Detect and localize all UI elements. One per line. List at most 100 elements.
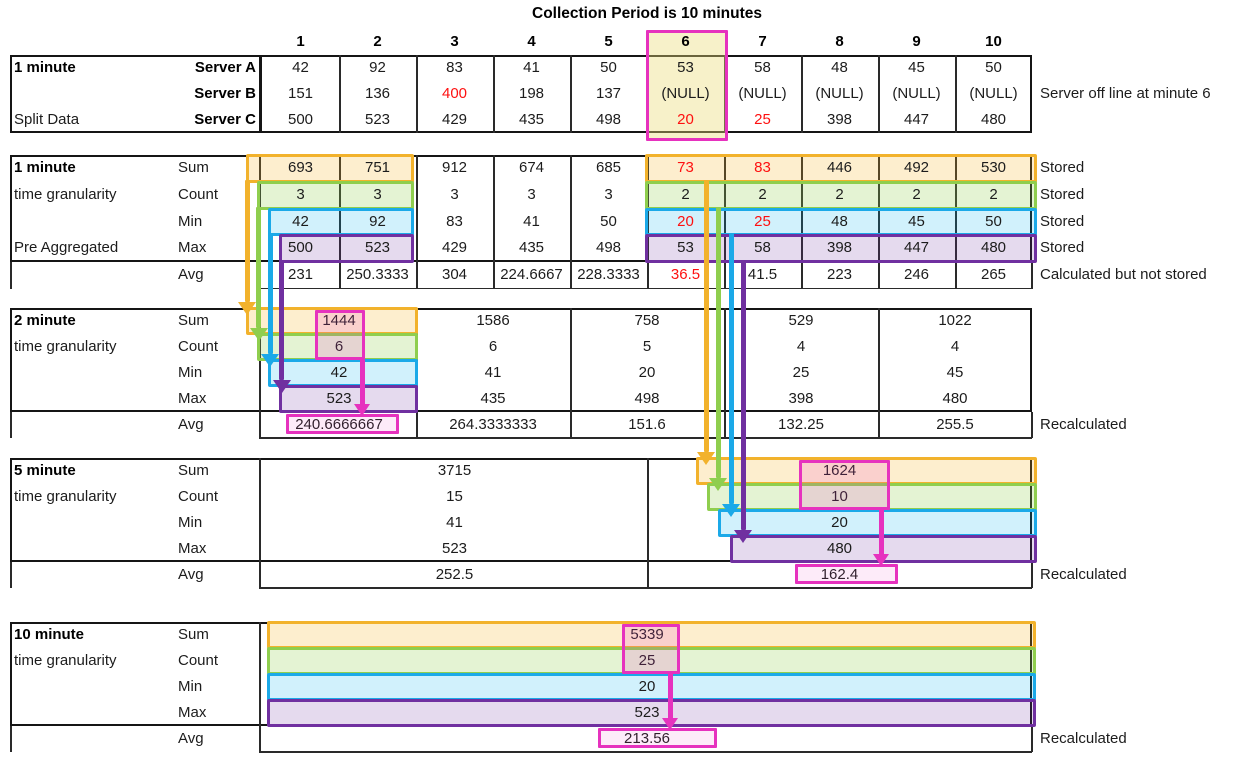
cell-value: 83: [754, 159, 771, 176]
min-flow-arrow-head: [261, 354, 279, 367]
avg-column-gridline: [878, 412, 880, 438]
cell-value: 213.56: [624, 730, 670, 747]
cell-value: (NULL): [815, 85, 864, 102]
min-flow-arrow-line: [267, 233, 273, 354]
row-note: Stored: [1040, 239, 1085, 257]
cell-value: 4: [950, 338, 960, 355]
avg-column-gridline: [416, 412, 418, 438]
row-label: Server C: [194, 111, 256, 128]
cell-value: 523: [364, 239, 391, 257]
table-subtitle: time granularity: [14, 652, 117, 669]
row-label: Sum: [178, 312, 209, 329]
row-label: Avg: [178, 266, 204, 283]
sum-flow-arrow-head: [697, 452, 715, 465]
column-gridline: [493, 55, 495, 133]
cell-value: 83: [446, 212, 463, 230]
cell-value: 1022: [938, 312, 972, 329]
table-subtitle: Split Data: [14, 111, 80, 128]
avg-flow-arrow-head: [873, 554, 889, 566]
cell-value: (NULL): [738, 85, 787, 102]
avg-column-gridline: [647, 562, 649, 588]
table-title: 10 minute: [14, 626, 85, 643]
cell-value: 2: [912, 185, 921, 203]
cell-value: 41.5: [747, 266, 778, 283]
cell-value: 480: [980, 111, 1007, 128]
cell-value: 480: [942, 390, 968, 407]
cell-value: 523: [326, 390, 352, 407]
sum-flow-arrow-line: [244, 179, 250, 302]
cell-value: 530: [980, 159, 1007, 176]
cell-value: 45: [946, 364, 964, 381]
cell-value: 1624: [822, 462, 857, 479]
cell-value: 2: [681, 185, 690, 203]
row-label: Avg: [178, 416, 204, 433]
column-header: 8: [835, 33, 844, 50]
cell-value: 50: [600, 59, 617, 76]
cell-value: 36.5: [670, 266, 701, 283]
cell-value: 398: [826, 111, 853, 128]
avg-flow-arrow-head: [354, 404, 370, 416]
agg-max-highlight-box: [645, 234, 1037, 263]
cell-value: 224.6667: [500, 266, 563, 283]
cell-value: 255.5: [936, 416, 974, 433]
cell-value: 446: [826, 159, 853, 176]
avg-right-border: [1031, 562, 1033, 588]
cell-value: 20: [831, 514, 848, 531]
cell-value: 500: [287, 111, 314, 128]
cell-value: 751: [364, 159, 391, 176]
avg-flow-arrow-line: [668, 674, 673, 718]
cell-value: 162.4: [820, 566, 859, 583]
row-note: Stored: [1040, 185, 1085, 203]
recalculated-avg-box: [598, 728, 717, 748]
cell-value: 246: [903, 266, 930, 283]
cell-value: 20: [677, 212, 694, 230]
table-subtitle-2: Pre Aggregated: [14, 239, 119, 257]
cell-value: 3: [604, 185, 613, 203]
column-header: 2: [373, 33, 382, 50]
row-label: Max: [178, 239, 207, 257]
cell-value: 435: [518, 111, 545, 128]
row-note: Recalculated: [1040, 566, 1127, 583]
cell-value: 447: [903, 111, 930, 128]
agg-count-highlight-box: [267, 647, 1036, 675]
cell-value: 498: [595, 111, 622, 128]
cell-value: 42: [292, 212, 309, 230]
table-border: [10, 55, 1032, 133]
cell-value: 6: [334, 338, 344, 355]
cell-value: 25: [638, 652, 656, 669]
count-flow-arrow-line: [715, 206, 721, 478]
row-label: Max: [178, 704, 207, 721]
cell-value: 529: [788, 312, 814, 329]
avg-flow-arrow-head: [662, 718, 678, 730]
column-gridline: [570, 155, 572, 262]
cell-value: 228.3333: [577, 266, 640, 283]
cell-value: 265: [980, 266, 1007, 283]
cell-value: 1444: [322, 312, 356, 329]
cell-value: 429: [441, 239, 468, 257]
max-flow-arrow-line: [740, 260, 746, 530]
cell-value: 912: [441, 159, 468, 176]
avg-bottom-border: [259, 751, 1032, 753]
label-separator: [259, 55, 262, 133]
cell-value: 492: [903, 159, 930, 176]
sum-flow-arrow-line: [703, 179, 709, 452]
cell-value: 48: [831, 59, 848, 76]
table-border: [10, 308, 1032, 412]
cell-value: 3: [296, 185, 305, 203]
row-label: Count: [178, 185, 219, 203]
column-header: 7: [758, 33, 767, 50]
avg-bottom-border: [259, 437, 1032, 439]
table-title: 1 minute: [14, 59, 76, 76]
row-label: Count: [178, 338, 219, 355]
table-subtitle: time granularity: [14, 185, 117, 203]
cell-value: (NULL): [969, 85, 1018, 102]
row-label: Server B: [194, 85, 256, 102]
cell-value: 58: [754, 239, 771, 257]
cell-value: 250.3333: [346, 266, 409, 283]
cell-value: 240.6666667: [295, 416, 383, 433]
cell-value: 480: [980, 239, 1007, 257]
cell-value: 447: [903, 239, 930, 257]
cell-value: 151.6: [628, 416, 666, 433]
column-header: 10: [985, 33, 1002, 50]
